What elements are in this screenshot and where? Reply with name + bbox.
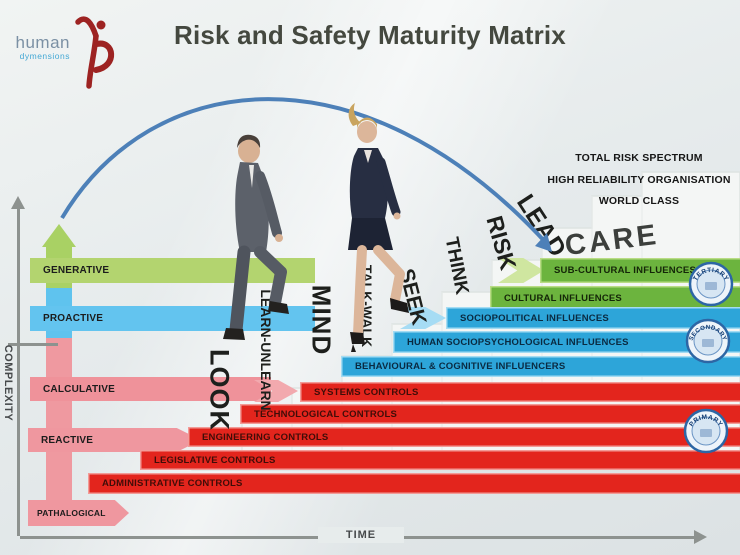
bar-administrative-controls: ADMINISTRATIVE CONTROLS (88, 473, 740, 494)
step-word-care: CARE (563, 218, 661, 263)
page-title: Risk and Safety Maturity Matrix (174, 20, 566, 50)
x-axis-label: TIME (318, 527, 404, 543)
step-word-mind: MIND (306, 284, 337, 356)
level-reactive: REACTIVE (28, 428, 201, 452)
y-axis-tick (8, 343, 58, 346)
bar-technological-controls: TECHNOLOGICAL CONTROLS (240, 404, 740, 424)
step-word-risk: RISK (481, 212, 522, 273)
logo-dymensions-text: dymensions (19, 51, 70, 61)
step-word-learn-unlearn: LEARN-UNLEARN (258, 289, 274, 411)
woman-figure (348, 103, 409, 352)
spectrum-annotations: TOTAL RISK SPECTRUM HIGH RELIABILITY ORG… (540, 148, 738, 213)
badge-primary: PRIMARY (683, 408, 729, 454)
step-word-look: LOOK (204, 349, 235, 431)
maturity-column-pink (46, 338, 72, 504)
y-axis-line (17, 208, 20, 536)
maturity-column-arrow-tip (42, 224, 76, 247)
annotation-total-risk-spectrum: TOTAL RISK SPECTRUM (575, 152, 703, 164)
step-word-talk-walk: TALK-WALK (359, 264, 375, 348)
logo-figure-icon (75, 16, 115, 89)
y-axis-label: COMPLEXITY (2, 344, 14, 422)
level-calculative: CALCULATIVE (30, 377, 271, 401)
bar-legislative-controls: LEGISLATIVE CONTROLS (140, 450, 740, 470)
bar-behavioural-cognitive-influencers: BEHAVIOURAL & COGNITIVE INFLUENCERS (341, 356, 740, 377)
x-axis-arrowhead-icon (694, 530, 707, 544)
annotation-high-reliability-organisation: HIGH RELIABILITY ORGANISATION (547, 173, 731, 186)
annotation-world-class: WORLD CLASS (598, 195, 680, 207)
level-generative: GENERATIVE (30, 258, 315, 283)
step-word-seek: SEEK (394, 266, 431, 328)
badge-secondary: SECONDARY (685, 318, 731, 364)
bar-engineering-controls: ENGINEERING CONTROLS (188, 427, 740, 447)
level-pathalogical: PATHALOGICAL (28, 500, 129, 526)
logo-human-text: human (15, 33, 70, 52)
y-axis-arrowhead-icon (11, 196, 25, 209)
progress-arc (60, 97, 550, 247)
step-word-think: THINK (440, 235, 473, 297)
badge-tertiary: TERTIARY (688, 261, 734, 307)
bar-systems-controls: SYSTEMS CONTROLS (300, 382, 740, 402)
logo: human dymensions (12, 34, 70, 61)
